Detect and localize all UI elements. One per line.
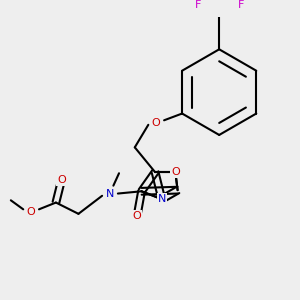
Text: O: O — [152, 118, 161, 128]
Text: O: O — [171, 167, 180, 177]
Text: O: O — [57, 175, 66, 185]
Text: O: O — [27, 207, 35, 217]
Text: F: F — [237, 0, 244, 11]
Text: N: N — [106, 188, 114, 199]
Text: F: F — [195, 0, 201, 11]
Text: N: N — [158, 194, 166, 204]
Text: O: O — [133, 211, 141, 221]
Text: F: F — [216, 0, 222, 1]
